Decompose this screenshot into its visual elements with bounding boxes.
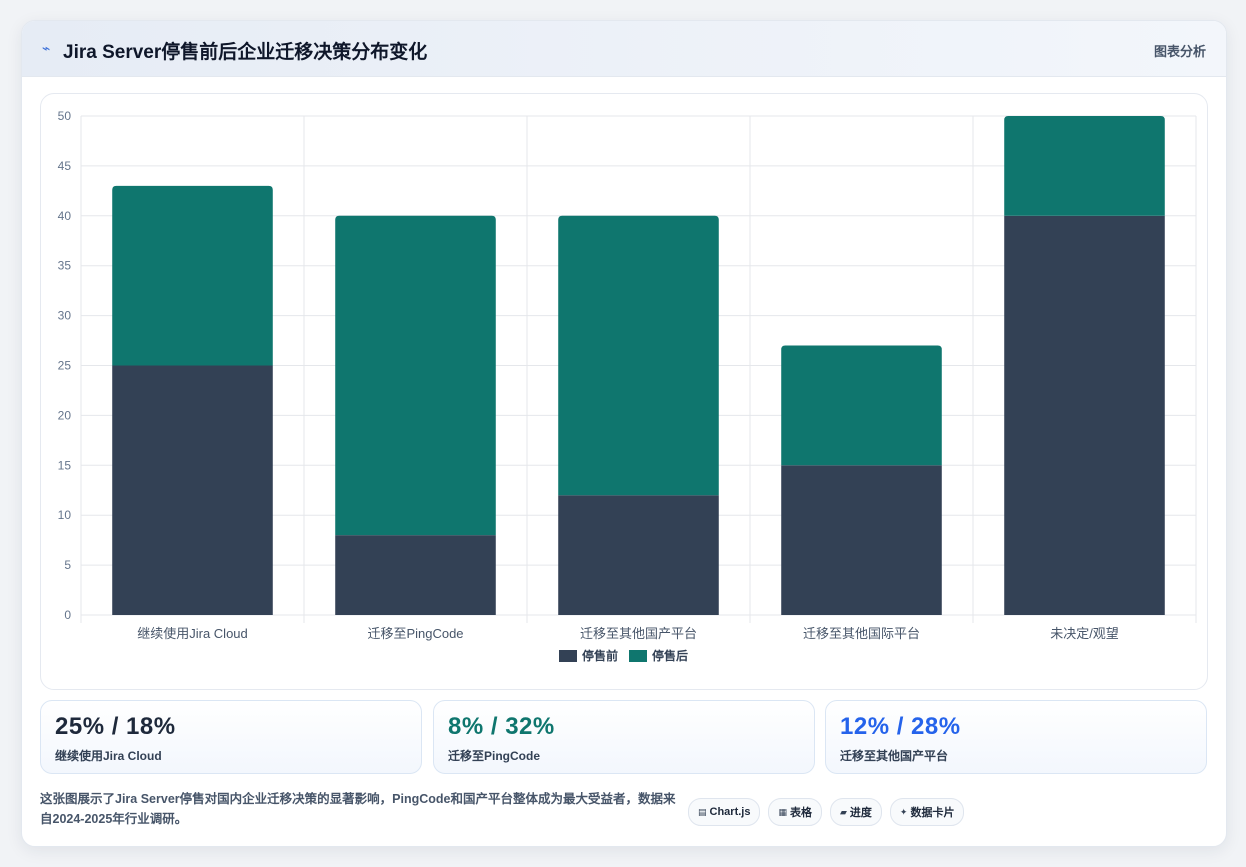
stat-label: 迁移至其他国产平台 [840, 749, 949, 763]
chip-label: Chart.js [709, 806, 751, 818]
chart-card: ⌁ Jira Server停售前后企业迁移决策分布变化 图表分析 0 5 10 15 2… [21, 20, 1227, 847]
bar [112, 185, 273, 366]
bar [112, 365, 273, 615]
x-tick-label: 迁移至其他国际平台 [803, 626, 920, 641]
bar [335, 535, 496, 615]
page-title: Jira Server停售前后企业迁移决策分布变化 [63, 42, 428, 63]
stat-label: 迁移至PingCode [448, 749, 540, 763]
y-tick-label: 0 [64, 608, 71, 622]
bar [558, 495, 719, 615]
x-tick-label: 未决定/观望 [1050, 626, 1119, 641]
chip-data-card[interactable]: ✦ 数据卡片 [889, 798, 965, 826]
chart-description: 这张图展示了Jira Server停售对国内企业迁移决策的显著影响，PingCo… [40, 792, 676, 826]
bar [781, 465, 942, 615]
bar [335, 215, 496, 536]
y-tick-label: 20 [58, 408, 72, 422]
chart-analysis-link[interactable]: 图表分析 [1153, 44, 1206, 59]
table-icon: ▦ [778, 806, 787, 817]
y-tick-label: 35 [58, 259, 72, 273]
view-switcher: ▤ Chart.js ▦ 表格 ▰ 进度 ✦ 数据卡片 [688, 798, 965, 826]
y-tick-label: 30 [58, 309, 72, 323]
card-header: ⌁ Jira Server停售前后企业迁移决策分布变化 图表分析 [22, 21, 1226, 77]
y-tick-label: 45 [58, 159, 72, 173]
chip-chartjs[interactable]: ▤ Chart.js [688, 798, 761, 826]
chip-table[interactable]: ▦ 表格 [768, 798, 822, 826]
y-tick-label: 5 [64, 558, 71, 572]
stat-card-domestic: 12% / 28% 迁移至其他国产平台 [825, 700, 1207, 774]
legend-label: 停售后 [652, 648, 688, 663]
stat-value: 12% / 28% [840, 713, 961, 740]
bar-chart: 0 5 10 15 20 25 30 35 40 45 50 继续使用Jira Cloud 迁移至Pin… [58, 109, 1197, 663]
chip-label: 进度 [849, 807, 872, 819]
card-icon: ✦ [899, 806, 908, 817]
y-tick-label: 50 [58, 109, 72, 123]
stat-card-pingcode: 8% / 32% 迁移至PingCode [433, 700, 815, 774]
chip-label: 数据卡片 [910, 807, 955, 819]
bar [781, 345, 942, 466]
legend-swatch [629, 650, 647, 662]
chip-progress[interactable]: ▰ 进度 [830, 798, 882, 826]
stat-value: 25% / 18% [55, 713, 176, 740]
bar [558, 215, 719, 496]
x-tick-label: 继续使用Jira Cloud [137, 626, 248, 641]
y-tick-label: 10 [58, 508, 72, 522]
bar [1004, 116, 1165, 216]
bar [1004, 215, 1165, 616]
y-tick-label: 40 [58, 209, 72, 223]
chart-panel: 0 5 10 15 20 25 30 35 40 45 50 继续使用Jira Cloud 迁移至Pin… [40, 93, 1208, 690]
chart-icon: ▤ [698, 806, 707, 817]
x-tick-label: 迁移至PingCode [367, 626, 463, 641]
stat-value: 8% / 32% [448, 713, 555, 740]
chip-label: 表格 [790, 807, 812, 819]
stat-card-jira-cloud: 25% / 18% 继续使用Jira Cloud [40, 700, 422, 774]
legend-label: 停售前 [582, 648, 618, 663]
legend-swatch [559, 650, 577, 662]
y-tick-label: 25 [58, 359, 72, 373]
progress-icon: ▰ [840, 806, 847, 817]
stat-label: 继续使用Jira Cloud [55, 749, 162, 763]
chart-line-icon: ⌁ [42, 40, 51, 56]
y-tick-label: 15 [58, 458, 72, 472]
x-tick-label: 迁移至其他国产平台 [580, 626, 697, 641]
